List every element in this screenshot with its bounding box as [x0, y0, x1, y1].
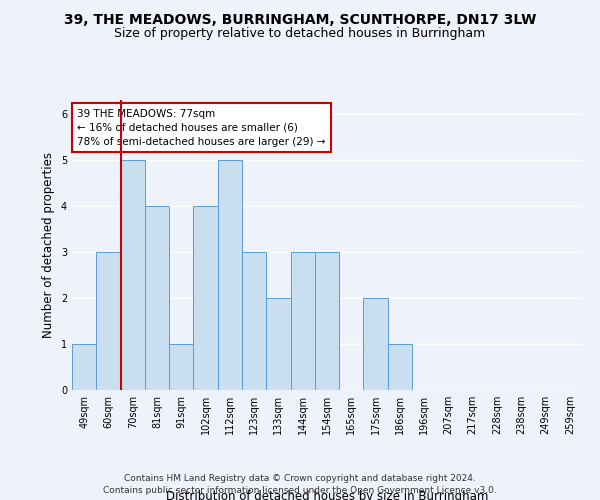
- X-axis label: Distribution of detached houses by size in Burringham: Distribution of detached houses by size …: [166, 490, 488, 500]
- Bar: [72, 344, 96, 390]
- Text: Size of property relative to detached houses in Burringham: Size of property relative to detached ho…: [115, 28, 485, 40]
- Bar: [388, 344, 412, 390]
- Y-axis label: Number of detached properties: Number of detached properties: [43, 152, 55, 338]
- Bar: [193, 206, 218, 390]
- Bar: [242, 252, 266, 390]
- Bar: [145, 206, 169, 390]
- Bar: [290, 252, 315, 390]
- Text: 39 THE MEADOWS: 77sqm
← 16% of detached houses are smaller (6)
78% of semi-detac: 39 THE MEADOWS: 77sqm ← 16% of detached …: [77, 108, 326, 146]
- Bar: [315, 252, 339, 390]
- Bar: [364, 298, 388, 390]
- Bar: [218, 160, 242, 390]
- Bar: [266, 298, 290, 390]
- Bar: [96, 252, 121, 390]
- Bar: [169, 344, 193, 390]
- Text: Contains HM Land Registry data © Crown copyright and database right 2024.
Contai: Contains HM Land Registry data © Crown c…: [103, 474, 497, 495]
- Text: 39, THE MEADOWS, BURRINGHAM, SCUNTHORPE, DN17 3LW: 39, THE MEADOWS, BURRINGHAM, SCUNTHORPE,…: [64, 12, 536, 26]
- Bar: [121, 160, 145, 390]
